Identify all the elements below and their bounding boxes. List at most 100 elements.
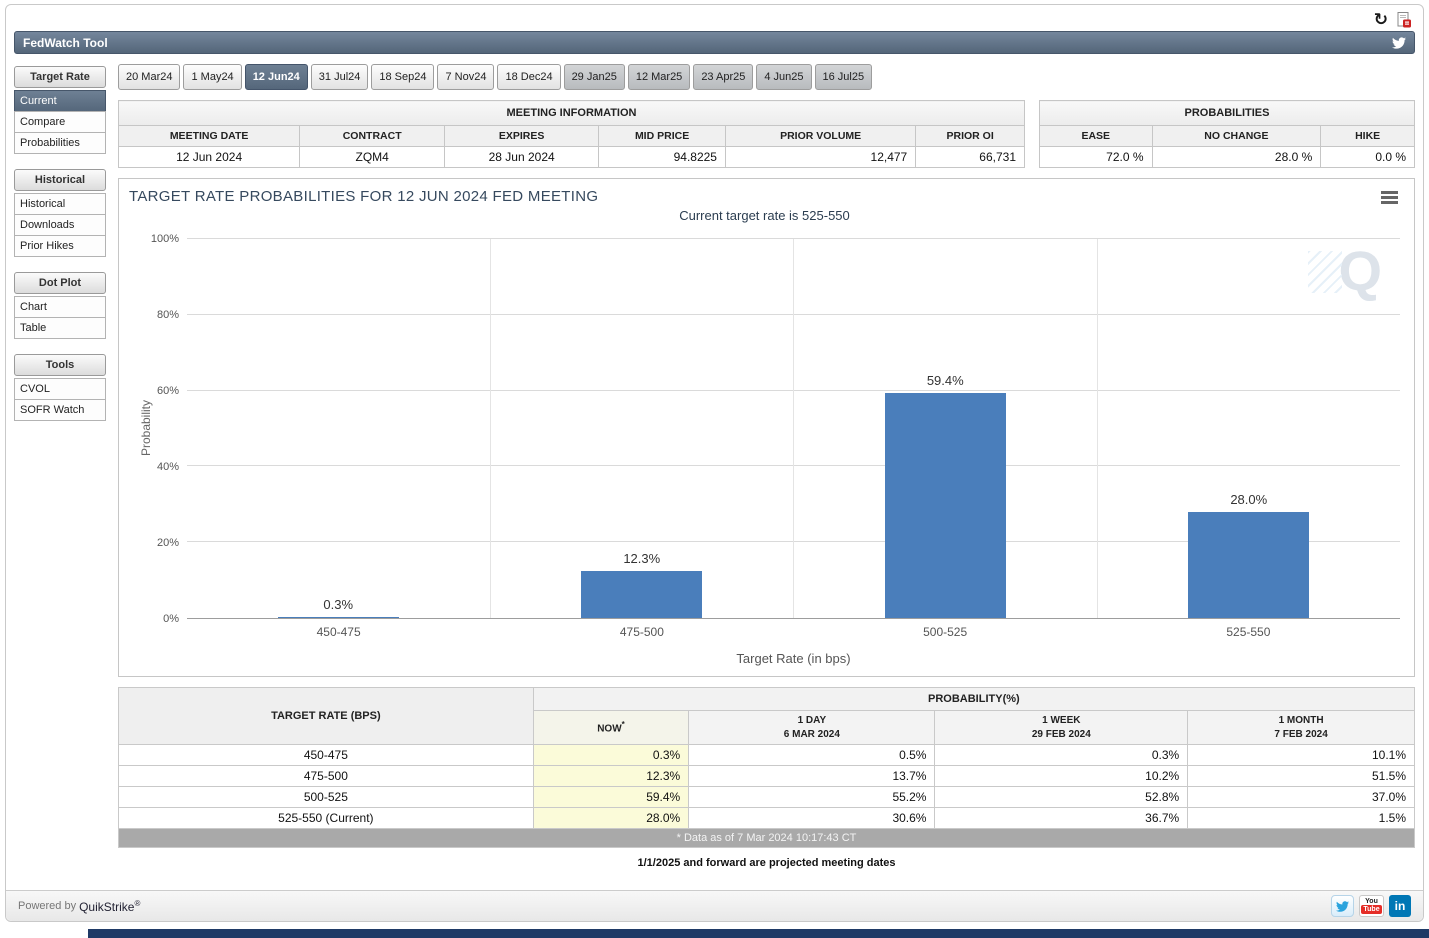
y-tick-label: 80% xyxy=(156,309,179,321)
month-cell: 1.5% xyxy=(1187,807,1415,829)
week-cell: 36.7% xyxy=(934,807,1189,829)
mid-price-header: MID PRICE xyxy=(598,125,726,147)
bar-value-label: 12.3% xyxy=(623,551,661,567)
linkedin-icon[interactable]: in xyxy=(1389,895,1411,917)
bar-525-550 xyxy=(1188,511,1310,618)
target-rate-bps-header: TARGET RATE (BPS) xyxy=(118,687,534,745)
meeting-date-tabs: 20 Mar24 1 May24 12 Jun24 31 Jul24 18 Se… xyxy=(118,64,1415,90)
sidebar-item-downloads[interactable]: Downloads xyxy=(14,214,106,236)
tab-18-dec24[interactable]: 18 Dec24 xyxy=(497,64,561,90)
sidebar-header-tools: Tools xyxy=(14,354,106,376)
tab-7-nov24[interactable]: 7 Nov24 xyxy=(437,64,495,90)
ease-header: EASE xyxy=(1039,125,1153,147)
fedwatch-app: ↻ FedWatch Tool Target Rate Current Comp… xyxy=(5,4,1424,922)
contract-header: CONTRACT xyxy=(299,125,446,147)
quikstrike-link[interactable]: QuikStrike® xyxy=(79,898,141,914)
sidebar-item-historical[interactable]: Historical xyxy=(14,193,106,215)
chart-subtitle: Current target rate is 525-550 xyxy=(679,208,850,223)
y-tick-label: 60% xyxy=(156,385,179,397)
meeting-date-value: 12 Jun 2024 xyxy=(117,146,301,168)
y-tick-label: 0% xyxy=(163,613,179,625)
top-icon-strip: ↻ xyxy=(14,9,1415,31)
x-axis-labels: 450-475 475-500 500-525 525-550 xyxy=(187,625,1400,639)
tab-20-mar24[interactable]: 20 Mar24 xyxy=(118,64,181,90)
y-tick-label: 100% xyxy=(150,233,179,245)
powered-by-label: Powered by xyxy=(18,900,77,912)
col-header-now: NOW* xyxy=(532,710,690,745)
tab-12-mar25[interactable]: 12 Mar25 xyxy=(627,64,691,90)
mid-price-value: 94.8225 xyxy=(598,146,726,168)
twitter-share-icon[interactable] xyxy=(1392,36,1406,49)
youtube-icon[interactable]: You Tube xyxy=(1359,895,1384,917)
sidebar-group-tools: Tools CVOL SOFR Watch xyxy=(14,354,106,421)
table-row: 475-500 12.3% 13.7% 10.2% 51.5% xyxy=(118,765,1415,787)
now-cell: 59.4% xyxy=(532,786,690,808)
month-cell: 10.1% xyxy=(1187,744,1415,766)
day-cell: 30.6% xyxy=(688,807,936,829)
expires-value: 28 Jun 2024 xyxy=(444,146,600,168)
projection-note: 1/1/2025 and forward are projected meeti… xyxy=(637,857,896,869)
col-header-1-week: 1 WEEK 29 FEB 2024 xyxy=(934,710,1189,745)
sidebar-group-historical: Historical Historical Downloads Prior Hi… xyxy=(14,169,106,257)
probability-history-table: TARGET RATE (BPS) PROBABILITY(%) NOW* 1 … xyxy=(118,687,1416,848)
plot-area: Q 0.3% 12.3% 59.4% 28.0% xyxy=(187,238,1401,619)
no-change-header: NO CHANGE xyxy=(1151,125,1322,147)
hike-header: HIKE xyxy=(1320,125,1415,147)
app-title: FedWatch Tool xyxy=(23,35,108,50)
sidebar-item-sofr-watch[interactable]: SOFR Watch xyxy=(14,399,106,421)
sidebar-item-cvol[interactable]: CVOL xyxy=(14,378,106,400)
tab-1-may24[interactable]: 1 May24 xyxy=(183,64,242,90)
category-slot: 12.3% xyxy=(491,239,794,618)
x-tick-label: 500-525 xyxy=(923,625,968,639)
tab-18-sep24[interactable]: 18 Sep24 xyxy=(371,64,435,90)
twitter-icon[interactable] xyxy=(1331,895,1354,917)
ease-value: 72.0 % xyxy=(1039,146,1153,168)
prior-volume-value: 12,477 xyxy=(724,146,917,168)
expires-header: EXPIRES xyxy=(444,125,600,147)
tab-31-jul24[interactable]: 31 Jul24 xyxy=(310,64,369,90)
month-cell: 51.5% xyxy=(1187,765,1415,787)
day-cell: 0.5% xyxy=(688,744,936,766)
no-change-value: 28.0 % xyxy=(1151,146,1322,168)
probabilities-title: PROBABILITIES xyxy=(1039,100,1415,126)
day-cell: 55.2% xyxy=(688,786,936,808)
tab-29-jan25[interactable]: 29 Jan25 xyxy=(563,64,625,90)
tab-23-apr25[interactable]: 23 Apr25 xyxy=(693,64,754,90)
sidebar-group-target-rate: Target Rate Current Compare Probabilitie… xyxy=(14,66,106,154)
tab-4-jun25[interactable]: 4 Jun25 xyxy=(756,64,812,90)
x-tick-label: 475-500 xyxy=(619,625,664,639)
sidebar-header-historical: Historical xyxy=(14,169,106,191)
meeting-date-header: MEETING DATE xyxy=(117,125,301,147)
sidebar-item-compare[interactable]: Compare xyxy=(14,111,106,133)
pdf-export-icon[interactable] xyxy=(1397,12,1411,28)
y-tick-label: 20% xyxy=(156,537,179,549)
prior-volume-header: PRIOR VOLUME xyxy=(724,125,917,147)
table-row: 525-550 (Current) 28.0% 30.6% 36.7% 1.5% xyxy=(118,807,1415,829)
sidebar-item-dot-plot-chart[interactable]: Chart xyxy=(14,296,106,318)
sidebar-item-probabilities[interactable]: Probabilities xyxy=(14,132,106,154)
bar-475-500 xyxy=(581,571,703,618)
sidebar-item-prior-hikes[interactable]: Prior Hikes xyxy=(14,235,106,257)
y-axis: Probability 0% 20% 40% 60% 80% 100% xyxy=(129,233,187,625)
month-cell: 37.0% xyxy=(1187,786,1415,808)
day-cell: 13.7% xyxy=(688,765,936,787)
category-slot: 28.0% xyxy=(1098,239,1401,618)
category-slot: 0.3% xyxy=(187,239,491,618)
refresh-icon[interactable]: ↻ xyxy=(1373,9,1388,30)
tab-12-jun24[interactable]: 12 Jun24 xyxy=(244,64,308,90)
sidebar-item-current[interactable]: Current xyxy=(14,90,106,112)
rate-cell: 475-500 xyxy=(118,765,534,787)
bar-value-label: 0.3% xyxy=(323,596,354,612)
now-cell: 28.0% xyxy=(532,807,690,829)
chart-context-menu-icon[interactable] xyxy=(1381,191,1398,206)
week-cell: 10.2% xyxy=(934,765,1189,787)
bar-500-525 xyxy=(884,392,1006,618)
col-header-1-month: 1 MONTH 7 FEB 2024 xyxy=(1187,710,1415,745)
sidebar-header-target-rate: Target Rate xyxy=(14,66,106,88)
rate-cell: 500-525 xyxy=(118,786,534,808)
sidebar-item-dot-plot-table[interactable]: Table xyxy=(14,317,106,339)
bar-value-label: 59.4% xyxy=(926,372,964,388)
tab-16-jul25[interactable]: 16 Jul25 xyxy=(814,64,873,90)
bar-450-475 xyxy=(277,616,399,618)
table-row: 500-525 59.4% 55.2% 52.8% 37.0% xyxy=(118,786,1415,808)
